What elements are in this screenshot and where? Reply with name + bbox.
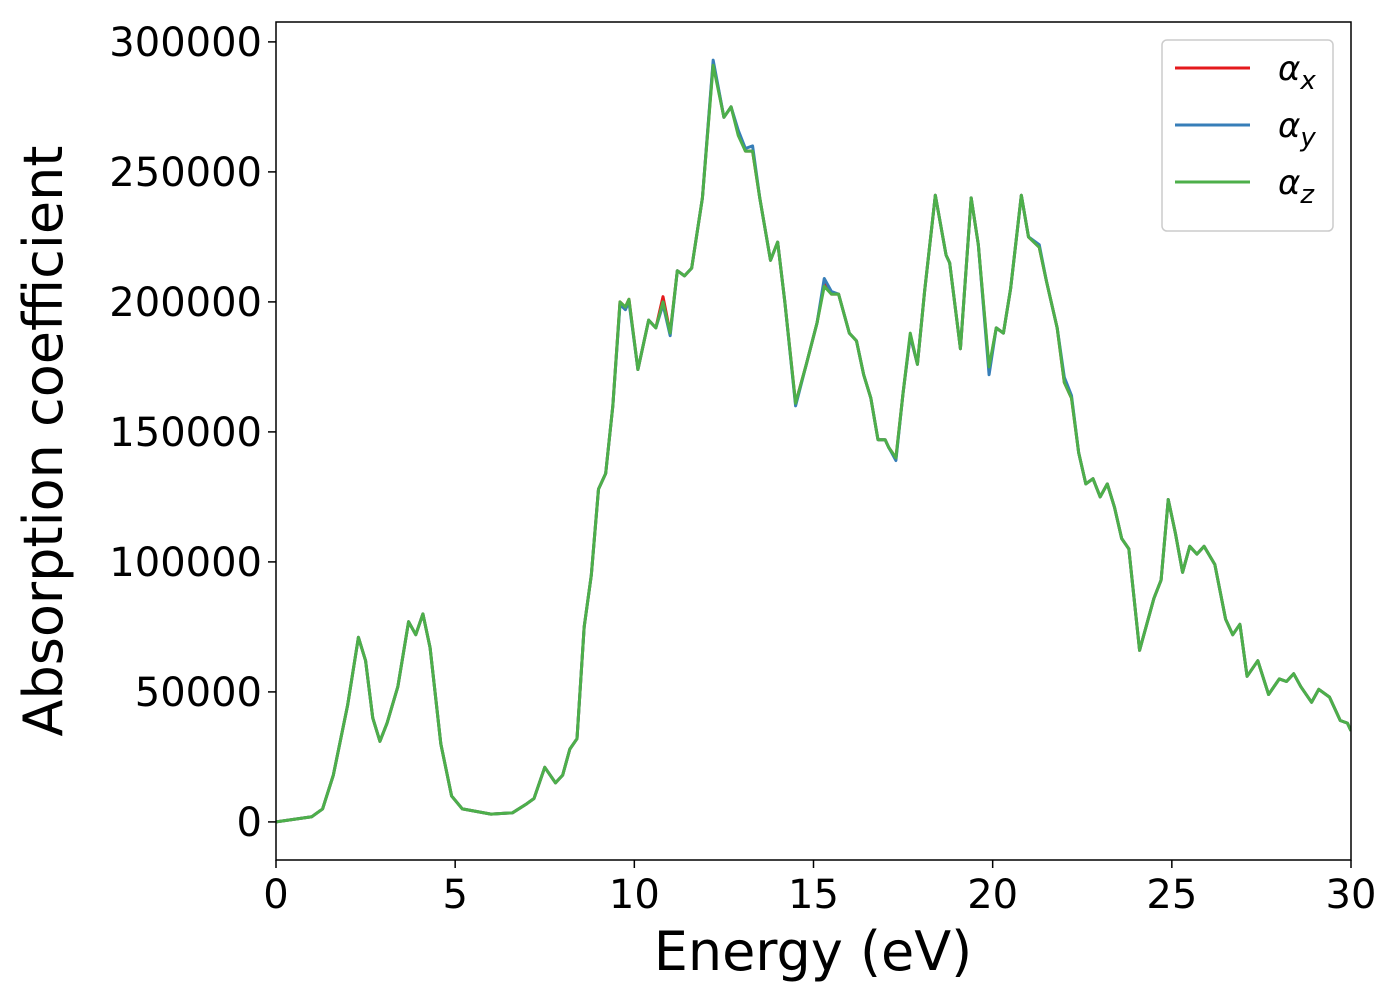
x-tick-label: 10 [609,872,660,918]
y-axis-label: Absorption coefficient [12,146,75,737]
x-tick-label: 25 [1146,872,1197,918]
y-tick-label: 300000 [109,20,262,66]
y-tick-label: 100000 [109,540,262,586]
x-tick-label: 0 [263,872,288,918]
legend-label: αz [1278,163,1315,210]
x-tick-label: 30 [1326,872,1377,918]
x-axis-label: Energy (eV) [654,920,973,983]
y-tick-label: 250000 [109,150,262,196]
legend-label: αy [1278,106,1316,153]
x-tick-label: 15 [788,872,839,918]
y-tick-label: 50000 [135,670,262,716]
x-tick-label: 5 [442,872,467,918]
y-tick-label: 0 [237,800,262,846]
legend-label: αx [1278,49,1316,96]
data-line [276,63,1351,824]
x-tick-label: 20 [967,872,1018,918]
axes-frame [275,21,1352,861]
y-tick-label: 150000 [109,410,262,456]
y-tick-label: 200000 [109,280,262,326]
